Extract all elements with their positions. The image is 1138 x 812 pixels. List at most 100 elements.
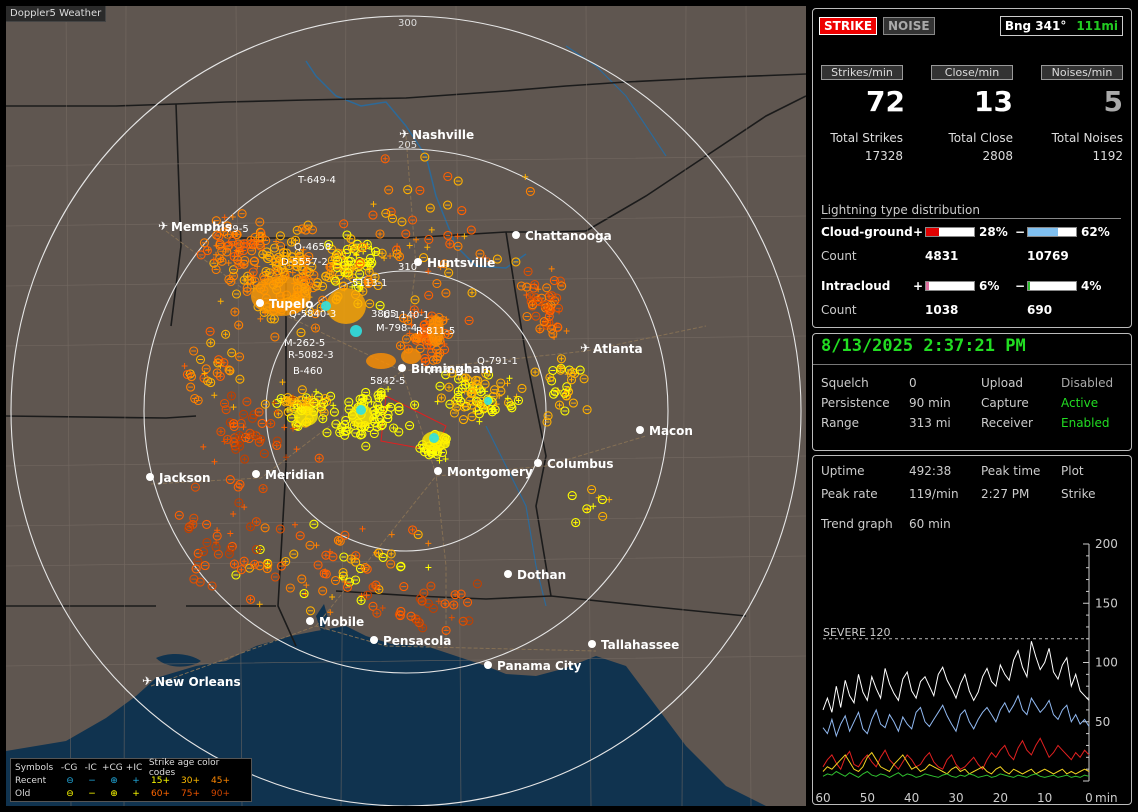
noise-toggle[interactable]: NOISE xyxy=(883,17,935,35)
lightning-map[interactable]: 300 205 T-649-4 Q-4658 D-5557-2 79-5 Q-5840-… xyxy=(6,6,806,806)
mobile-marker xyxy=(306,617,314,625)
trend-x-tick: 40 xyxy=(904,791,919,804)
trend-x-tick: 30 xyxy=(948,791,963,804)
old-neg-ic-symbol-icon: − xyxy=(88,788,96,799)
birmingham-marker xyxy=(398,364,406,372)
range-value: 313 mi xyxy=(909,416,951,430)
trend-series xyxy=(822,641,1090,778)
state-borders xyxy=(6,73,806,647)
cg-count-label: Count xyxy=(821,249,857,263)
trend-x-tick: 50 xyxy=(860,791,875,804)
new-orleans-label: New Orleans xyxy=(155,675,241,689)
squelch-label: Squelch xyxy=(821,376,869,390)
total-close-value: 2808 xyxy=(982,149,1013,163)
ic-negative-count: 690 xyxy=(1027,303,1053,317)
storm-cell-labels: T-649-4 Q-4658 D-5557-2 79-5 Q-5840-3 M-262-5… xyxy=(226,175,518,387)
new-orleans-airport-icon: ✈ xyxy=(142,674,152,688)
jackson-marker xyxy=(146,473,154,481)
pos-ic-symbol-icon: + xyxy=(132,775,140,786)
ic-negative-pct: 4% xyxy=(1081,279,1102,293)
legend-pos-ic-label: +IC xyxy=(125,762,143,773)
strike-stats-panel: STRIKE NOISE Bng 341° 111mi Strikes/min C… xyxy=(812,8,1132,328)
birmingham-label: Birmingham xyxy=(411,362,493,376)
uptime-label: Uptime xyxy=(821,464,865,478)
storm-label: R-811-5 xyxy=(416,326,455,337)
trend-graph-label: Trend graph xyxy=(821,517,893,531)
tupelo-marker xyxy=(256,299,264,307)
nashville-label: Nashville xyxy=(412,128,474,142)
cloud-ground-count-row: Count 4831 10769 xyxy=(821,249,1125,265)
settings-panel: 8/13/2025 2:37:21 PM Squelch 0 Upload Di… xyxy=(812,333,1132,451)
storm-label: U-1140-1 xyxy=(383,310,429,321)
trend-x-tick: 10 xyxy=(1037,791,1052,804)
range-label: Range xyxy=(821,416,860,430)
storm-label: 5842-5 xyxy=(370,376,405,387)
total-strikes-label: Total Strikes xyxy=(830,131,903,145)
columbus-marker xyxy=(534,459,542,467)
intracloud-count-row: Count 1038 690 xyxy=(821,303,1125,319)
ic-plus-sign: + xyxy=(913,279,924,293)
close-per-min-button[interactable]: Close/min xyxy=(931,65,1013,80)
meridian-label: Meridian xyxy=(265,468,324,482)
tupelo-label: Tupelo xyxy=(269,297,314,311)
range-rings xyxy=(10,15,802,806)
age-90: 90+ xyxy=(211,788,230,799)
strike-toggle[interactable]: STRIKE xyxy=(819,17,878,35)
trend-panel: Uptime 492:38 Peak time Plot Peak rate 1… xyxy=(812,455,1132,805)
panama-city-marker xyxy=(484,661,492,669)
city-markers: ✈ Nashville✈ MemphisChattanoogaHuntsvilleT… xyxy=(142,127,693,689)
cg-negative-fill xyxy=(1028,228,1058,236)
montgomery-marker xyxy=(434,467,442,475)
jackson-label: Jackson xyxy=(158,471,211,485)
storm-label: 310 xyxy=(398,262,417,273)
strikes-per-min-button[interactable]: Strikes/min xyxy=(821,65,903,80)
close-per-min-value: 13 xyxy=(974,85,1013,118)
plot-value[interactable]: Strike xyxy=(1061,487,1096,501)
peak-rate-value: 119/min xyxy=(909,487,959,501)
storm-label: Q-4305-1 xyxy=(424,365,471,376)
memphis-airport-icon: ✈ xyxy=(158,219,168,233)
map-canvas[interactable]: 300 205 T-649-4 Q-4658 D-5557-2 79-5 Q-5840-… xyxy=(6,6,806,806)
ic-positive-fill xyxy=(926,282,929,290)
intracloud-label: Intracloud xyxy=(821,279,891,293)
cg-negative-bar xyxy=(1027,227,1077,237)
distribution-title: Lightning type distribution xyxy=(821,203,1121,219)
peak-rate-label: Peak rate xyxy=(821,487,878,501)
noises-per-min-button[interactable]: Noises/min xyxy=(1041,65,1123,80)
legend-symbols-label: Symbols xyxy=(15,762,54,773)
storm-label: Q-5840-3 xyxy=(289,309,336,320)
capture-value[interactable]: Active xyxy=(1061,396,1099,410)
ic-positive-bar xyxy=(925,281,975,291)
ic-negative-bar xyxy=(1027,281,1077,291)
strikes-per-min-value: 72 xyxy=(866,85,905,118)
storm-label: M-262-5 xyxy=(284,338,325,349)
distance-value: 111mi xyxy=(1076,19,1118,33)
age-30: 30+ xyxy=(181,775,200,786)
old-pos-ic-symbol-icon: + xyxy=(132,788,140,799)
peak-time-label: Peak time xyxy=(981,464,1041,478)
memphis-label: Memphis xyxy=(171,220,232,234)
age-15: 15+ xyxy=(151,775,170,786)
capture-label: Capture xyxy=(981,396,1029,410)
severe-threshold-label: SEVERE 120 xyxy=(823,626,891,639)
ic-negative-fill xyxy=(1028,282,1030,290)
intracloud-row: Intracloud + 6% − 4% xyxy=(821,279,1125,295)
trend-window-value[interactable]: 60 min xyxy=(909,517,951,531)
neg-ic-symbol-icon: − xyxy=(88,775,96,786)
pos-cg-symbol-icon: ⊕ xyxy=(110,775,118,786)
ic-positive-count: 1038 xyxy=(925,303,959,317)
bearing-value: Bng 341° xyxy=(1004,19,1067,33)
columbus-label: Columbus xyxy=(547,457,614,471)
plot-label: Plot xyxy=(1061,464,1084,478)
squelch-value: 0 xyxy=(909,376,917,390)
divider xyxy=(813,364,1131,365)
legend-recent-row: Recent ⊖ − ⊕ + 15+ 30+ 45+ xyxy=(15,774,247,787)
upload-value[interactable]: Disabled xyxy=(1061,376,1114,390)
receiver-value[interactable]: Enabled xyxy=(1061,416,1110,430)
strike-markers xyxy=(174,152,613,635)
trend-series-line-3 xyxy=(822,751,1090,775)
ic-count-label: Count xyxy=(821,303,857,317)
range-label-inner: 205 xyxy=(398,140,417,151)
montgomery-label: Montgomery xyxy=(447,465,533,479)
